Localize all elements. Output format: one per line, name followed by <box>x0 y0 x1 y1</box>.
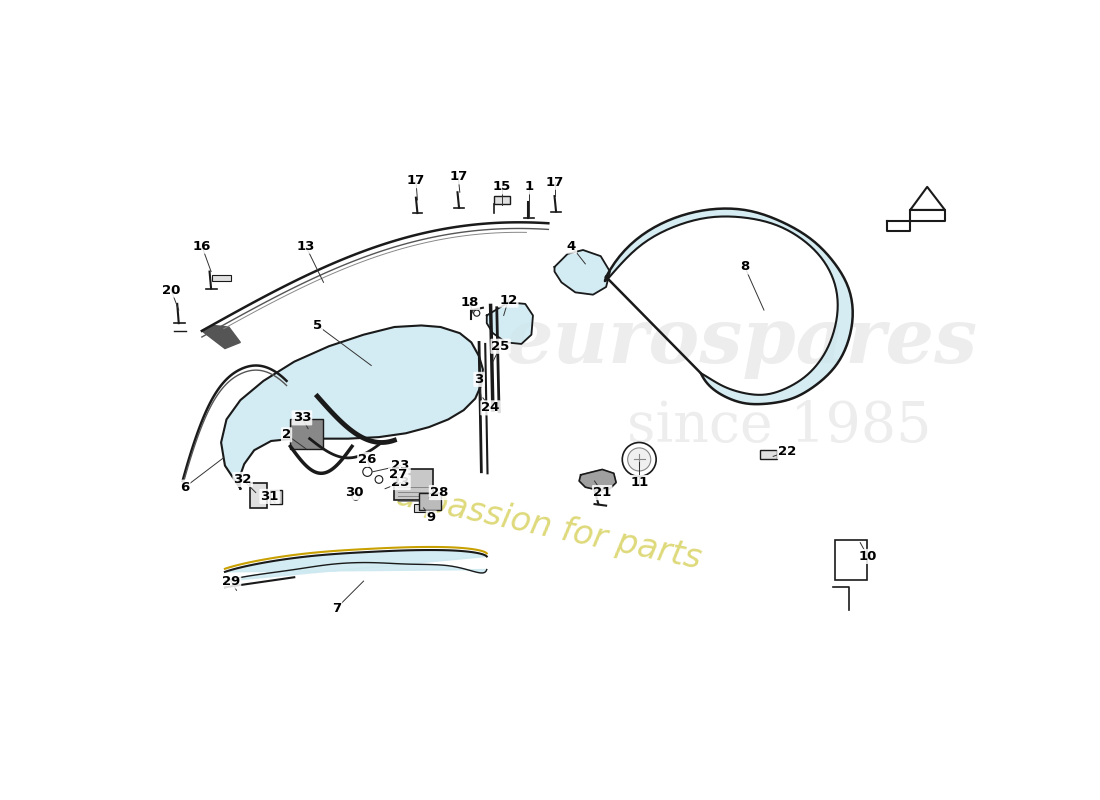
Text: 18: 18 <box>461 296 478 309</box>
Text: 5: 5 <box>312 319 322 332</box>
Polygon shape <box>834 579 860 608</box>
Text: 21: 21 <box>593 486 612 499</box>
Text: 1: 1 <box>525 180 533 194</box>
Polygon shape <box>486 302 534 344</box>
Circle shape <box>375 476 383 483</box>
Bar <box>395 470 433 500</box>
Text: 29: 29 <box>222 574 240 587</box>
Bar <box>495 196 509 204</box>
Polygon shape <box>221 326 483 489</box>
Text: 6: 6 <box>180 481 189 494</box>
Text: 26: 26 <box>359 453 376 466</box>
Text: since 1985: since 1985 <box>627 400 932 454</box>
Polygon shape <box>580 470 616 490</box>
Text: 20: 20 <box>162 283 180 297</box>
Polygon shape <box>202 326 241 349</box>
Polygon shape <box>605 209 852 404</box>
Text: 17: 17 <box>546 176 563 189</box>
Text: 23: 23 <box>392 459 409 472</box>
Bar <box>419 494 440 510</box>
Text: 13: 13 <box>297 240 315 253</box>
Text: 25: 25 <box>492 340 509 353</box>
Circle shape <box>474 310 480 316</box>
Text: 3: 3 <box>474 373 484 386</box>
Polygon shape <box>911 187 945 210</box>
Text: a passion for parts: a passion for parts <box>393 478 704 576</box>
Text: 7: 7 <box>332 602 341 614</box>
Text: 22: 22 <box>778 446 796 458</box>
Circle shape <box>628 448 651 471</box>
Text: 28: 28 <box>430 486 448 499</box>
Circle shape <box>363 467 372 476</box>
Polygon shape <box>887 210 945 230</box>
Circle shape <box>623 442 656 476</box>
Text: 8: 8 <box>740 261 749 274</box>
Bar <box>835 539 867 579</box>
Bar <box>251 483 267 508</box>
Polygon shape <box>224 550 486 581</box>
Text: 10: 10 <box>859 550 877 563</box>
Text: 27: 27 <box>389 468 407 482</box>
Text: 16: 16 <box>192 240 211 253</box>
Text: eurospares: eurospares <box>504 306 978 379</box>
Bar <box>270 490 282 504</box>
Polygon shape <box>554 250 609 294</box>
Circle shape <box>352 493 360 500</box>
Text: 23: 23 <box>392 476 409 489</box>
Text: 11: 11 <box>630 476 648 489</box>
Text: 31: 31 <box>261 490 278 503</box>
Text: 32: 32 <box>233 473 252 486</box>
Bar <box>760 450 777 459</box>
Text: 30: 30 <box>345 486 364 499</box>
Bar <box>212 274 231 281</box>
Text: 17: 17 <box>449 170 468 183</box>
Text: 15: 15 <box>493 180 512 194</box>
Text: 33: 33 <box>293 411 311 424</box>
Text: 9: 9 <box>427 511 436 525</box>
Bar <box>414 504 429 512</box>
Text: 2: 2 <box>282 428 292 442</box>
Text: 24: 24 <box>482 402 499 414</box>
Bar <box>290 419 322 449</box>
Text: 4: 4 <box>566 240 576 253</box>
Text: 17: 17 <box>407 174 425 187</box>
Text: 12: 12 <box>499 294 517 306</box>
